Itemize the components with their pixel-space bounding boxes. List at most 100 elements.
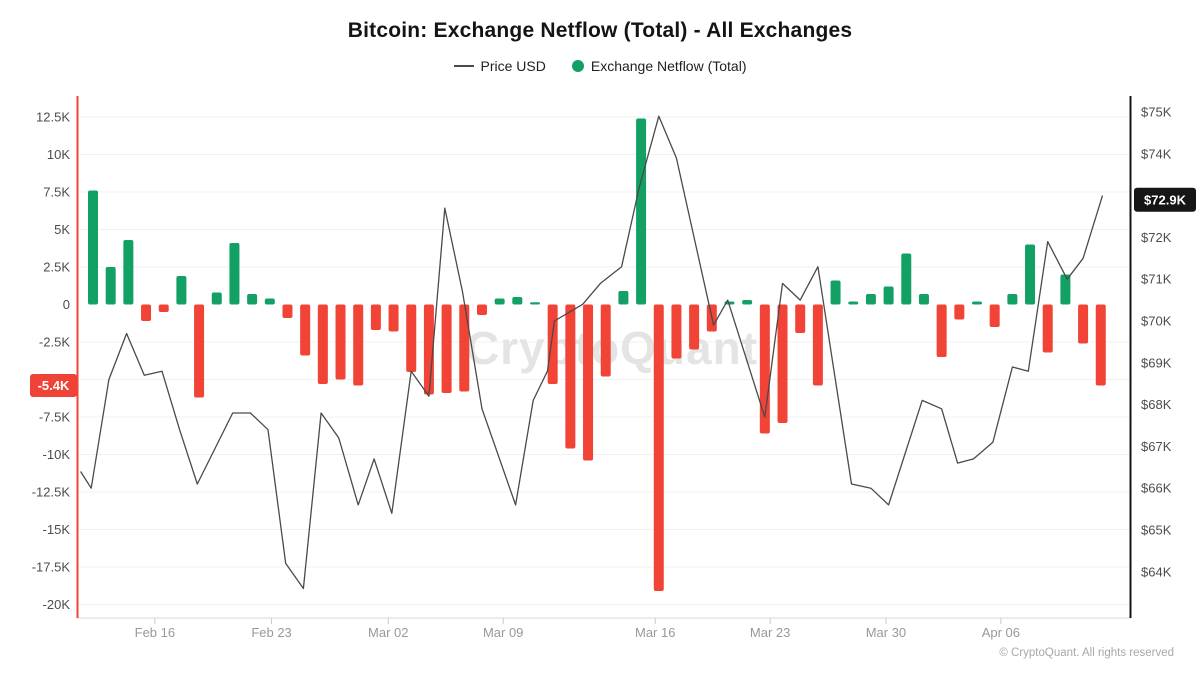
netflow-bar[interactable]	[918, 294, 929, 305]
netflow-bar[interactable]	[1025, 244, 1036, 305]
right-axis-tick-label: $66K	[1141, 481, 1172, 496]
left-axis-tick-label: -12.5K	[32, 485, 71, 500]
netflow-bar[interactable]	[194, 304, 205, 398]
legend-netflow-label: Exchange Netflow (Total)	[590, 58, 747, 74]
netflow-bar[interactable]	[1078, 304, 1089, 344]
x-axis-tick-label: Mar 16	[635, 625, 675, 640]
x-axis-tick-label: Mar 09	[483, 625, 523, 640]
netflow-bar[interactable]	[229, 243, 240, 305]
netflow-bar[interactable]	[777, 304, 788, 424]
left-axis-tick-label: -15K	[43, 522, 71, 537]
netflow-bar[interactable]	[353, 304, 364, 386]
netflow-bar[interactable]	[459, 304, 470, 392]
netflow-bar[interactable]	[989, 304, 1000, 328]
netflow-bar[interactable]	[583, 304, 594, 461]
right-axis-tick-label: $69K	[1141, 355, 1172, 370]
netflow-bar[interactable]	[565, 304, 576, 449]
netflow-bar[interactable]	[530, 302, 540, 305]
netflow-bar[interactable]	[247, 294, 258, 305]
price-line[interactable]	[80, 115, 1104, 590]
x-axis-tick-label: Feb 16	[135, 625, 175, 640]
netflow-bar[interactable]	[88, 190, 98, 305]
netflow-bar[interactable]	[742, 300, 753, 305]
copyright-notice: © CryptoQuant. All rights reserved	[999, 647, 1174, 659]
right-axis-tick-label: $67K	[1141, 439, 1172, 454]
netflow-bars-series	[88, 118, 1106, 592]
x-axis-tick-label: Apr 06	[982, 625, 1020, 640]
legend: Price USD Exchange Netflow (Total)	[0, 58, 1200, 74]
netflow-bar[interactable]	[830, 280, 841, 305]
netflow-bar[interactable]	[865, 294, 876, 305]
netflow-bar[interactable]	[317, 304, 328, 385]
netflow-bar[interactable]	[158, 304, 169, 313]
netflow-bar[interactable]	[176, 276, 187, 305]
netflow-bar[interactable]	[901, 253, 912, 305]
left-axis-tick-label: -7.5K	[39, 410, 70, 425]
left-axis-tick-label: 2.5K	[43, 260, 70, 275]
netflow-bar[interactable]	[883, 286, 894, 305]
x-axis-tick-label: Mar 30	[866, 625, 906, 640]
netflow-bar[interactable]	[936, 304, 947, 358]
x-axis-tick-label: Mar 02	[368, 625, 408, 640]
price-line-swatch	[453, 65, 474, 67]
netflow-bar[interactable]	[547, 304, 558, 385]
netflow-bar[interactable]	[653, 304, 664, 592]
netflow-bar[interactable]	[123, 240, 134, 305]
netflow-bar[interactable]	[618, 291, 629, 305]
left-axis-tick-label: 12.5K	[36, 110, 70, 125]
left-axis-tick-label: 7.5K	[43, 185, 70, 200]
right-axis-labels: $75K $74K $72K $71K $70K $69K $68K $67K $66K $65K…	[1141, 105, 1172, 580]
netflow-bar[interactable]	[1042, 304, 1053, 353]
x-axis-tick-label: Feb 23	[251, 625, 291, 640]
right-axis-tick-label: $65K	[1141, 523, 1172, 538]
netflow-bar[interactable]	[388, 304, 399, 332]
netflow-bar[interactable]	[636, 118, 647, 305]
x-axis: Feb 16 Feb 23 Mar 02 Mar 09 Mar 16 Mar 23 Mar …	[135, 618, 1020, 640]
netflow-bar[interactable]	[972, 301, 982, 305]
left-axis-tick-label: -10K	[43, 447, 71, 462]
right-axis-tick-label: $64K	[1141, 564, 1172, 579]
netflow-bar[interactable]	[1060, 274, 1071, 305]
netflow-bar[interactable]	[494, 298, 505, 305]
right-axis-tick-label: $72K	[1141, 230, 1172, 245]
netflow-bar[interactable]	[141, 304, 152, 322]
netflow-bar[interactable]	[211, 292, 222, 305]
netflow-dot-swatch	[571, 60, 584, 72]
legend-item-netflow[interactable]: Exchange Netflow (Total)	[571, 58, 747, 74]
netflow-bar[interactable]	[300, 304, 311, 356]
left-axis-tick-label: 10K	[47, 147, 70, 162]
netflow-bar[interactable]	[848, 301, 859, 305]
left-axis-tick-label: -17.5K	[32, 560, 71, 575]
netflow-bar[interactable]	[954, 304, 965, 320]
netflow-bar[interactable]	[335, 304, 346, 380]
svg-text:-5.4K: -5.4K	[38, 378, 70, 393]
chart-title: Bitcoin: Exchange Netflow (Total) - All …	[347, 19, 853, 42]
netflow-bar[interactable]	[600, 304, 611, 377]
right-axis-tick-label: $70K	[1141, 314, 1172, 329]
netflow-bar[interactable]	[671, 304, 682, 359]
latest-netflow-badge: -5.4K	[30, 374, 77, 397]
netflow-bar[interactable]	[1007, 294, 1018, 305]
netflow-bar[interactable]	[1095, 304, 1106, 386]
left-axis-tick-label: 0	[63, 297, 70, 312]
left-axis-tick-label: 5K	[54, 222, 70, 237]
netflow-bar[interactable]	[406, 304, 417, 373]
netflow-bar[interactable]	[812, 304, 823, 386]
netflow-bar[interactable]	[282, 304, 293, 319]
netflow-bar[interactable]	[264, 298, 275, 305]
left-axis-labels: 12.5K 10K 7.5K 5K 2.5K 0 -2.5K -7.5K -10K -12.5K -…	[32, 110, 71, 613]
netflow-bar[interactable]	[476, 304, 487, 316]
right-axis-tick-label: $74K	[1141, 146, 1172, 161]
netflow-bar[interactable]	[512, 297, 523, 305]
legend-price-label: Price USD	[480, 58, 546, 74]
x-axis-tick-label: Mar 23	[750, 625, 790, 640]
netflow-bar[interactable]	[689, 304, 700, 350]
netflow-bar[interactable]	[441, 304, 452, 394]
netflow-bar[interactable]	[370, 304, 381, 331]
netflow-bar[interactable]	[105, 267, 116, 305]
netflow-bar[interactable]	[795, 304, 806, 334]
legend-item-price[interactable]: Price USD	[453, 58, 546, 74]
right-axis-tick-label: $71K	[1141, 272, 1172, 287]
